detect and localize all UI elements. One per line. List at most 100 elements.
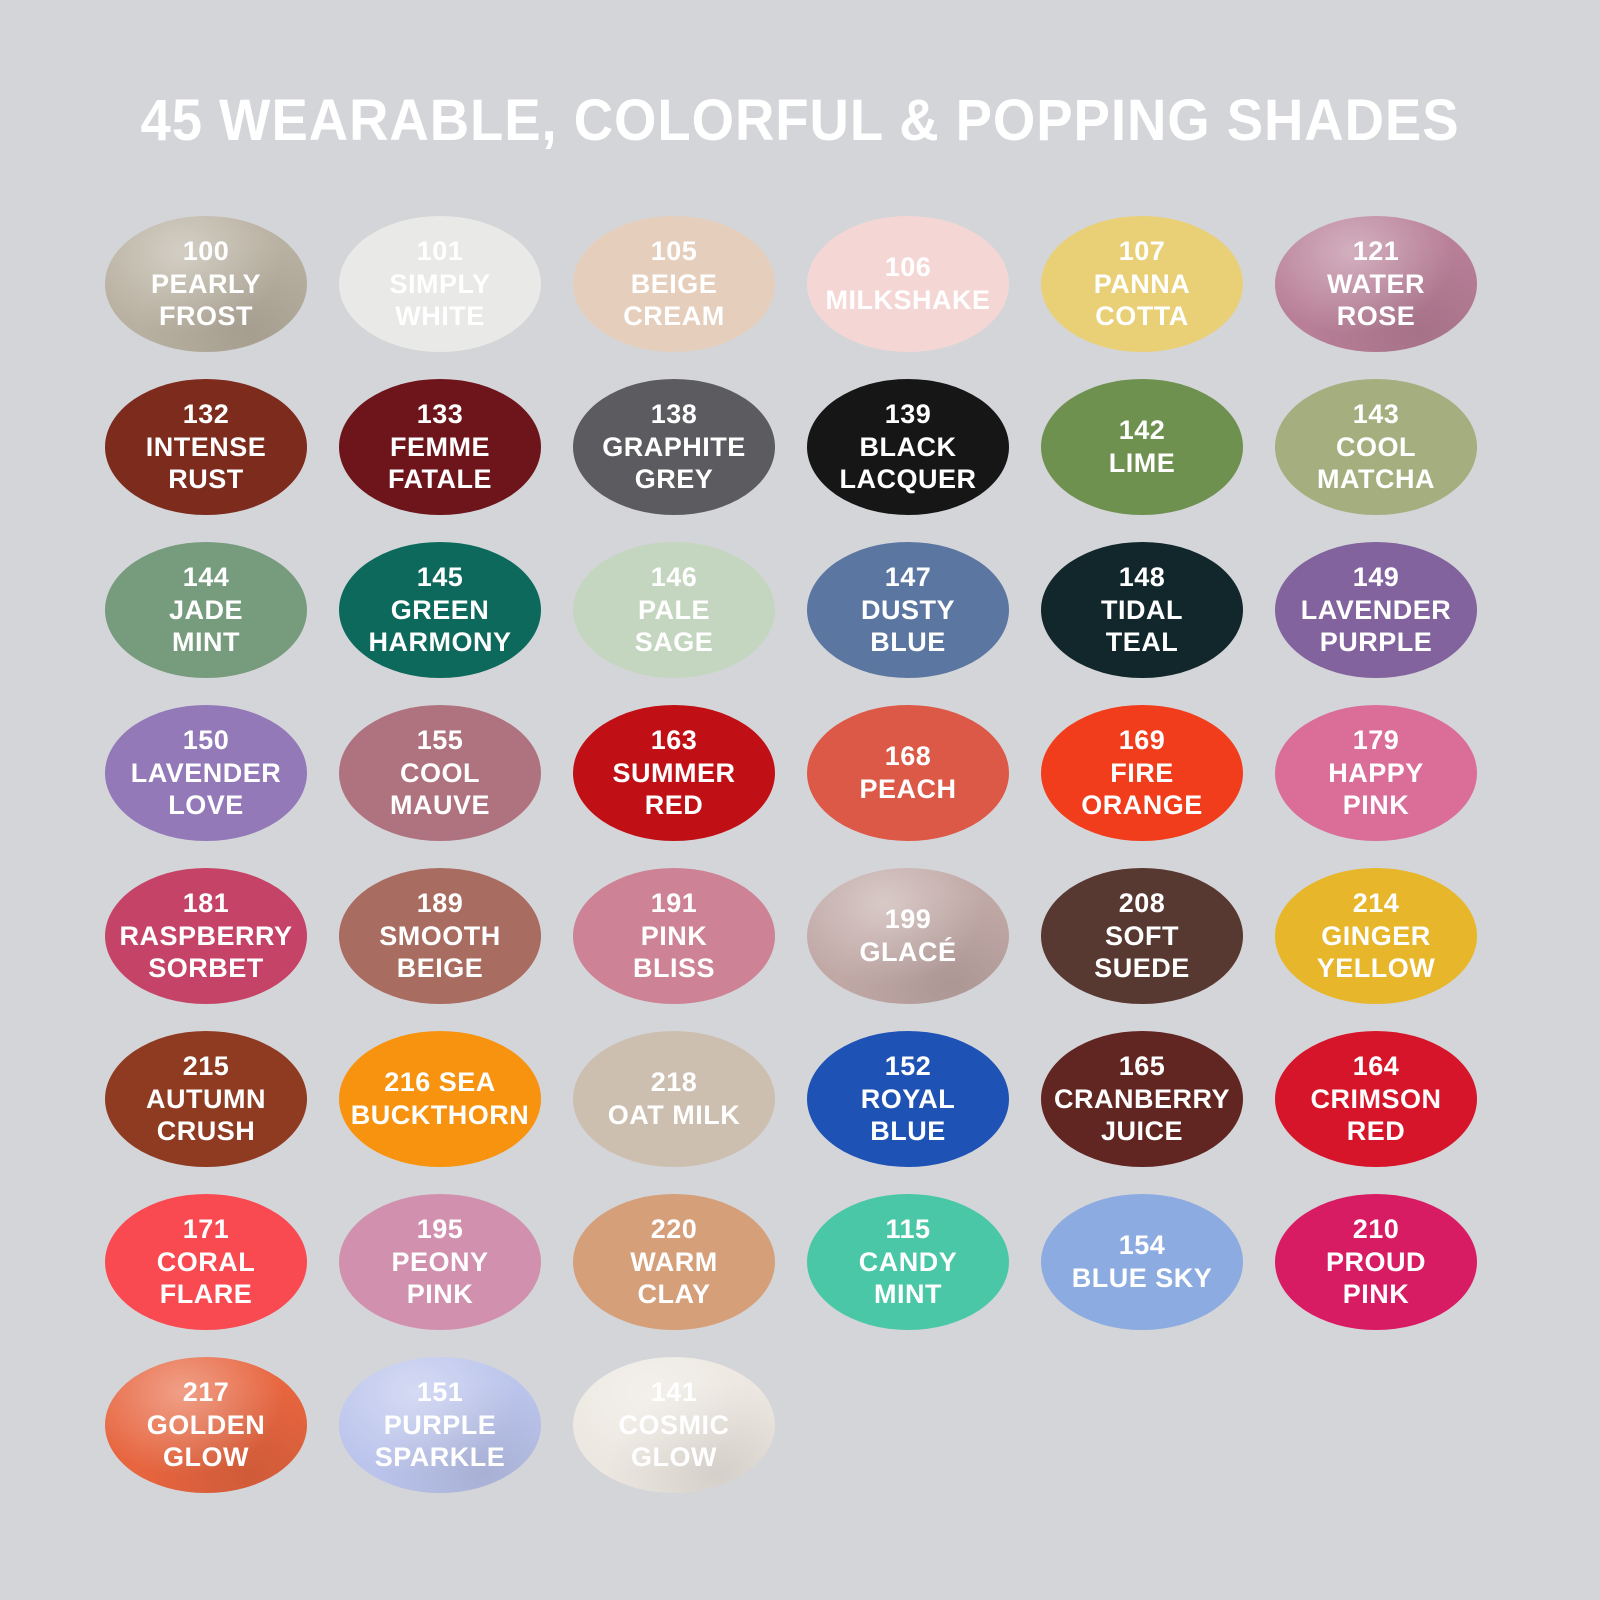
shade-name-line: SPARKLE [374, 1442, 506, 1473]
shade-name-line: RED [1346, 1116, 1406, 1147]
shade-name-line: SIMPLY [389, 268, 491, 299]
shade-swatch-101: 101 SIMPLY WHITE [339, 216, 541, 352]
shade-swatch-171: 171 CORAL FLARE [105, 1194, 307, 1330]
shade-swatch-216: 216 SEA BUCKTHORN [339, 1031, 541, 1167]
shade-name-line: PINK [640, 920, 708, 951]
shade-swatch-214: 214 GINGER YELLOW [1275, 868, 1477, 1004]
shade-number: 181 [182, 887, 230, 918]
shade-name-line: FIRE [1110, 757, 1174, 788]
shade-number: 149 [1352, 561, 1400, 592]
shade-number: 215 [182, 1050, 230, 1081]
shade-number: 148 [1118, 561, 1166, 592]
shade-swatch-220: 220 WARM CLAY [573, 1194, 775, 1330]
shade-name-line: PEONY [391, 1246, 489, 1277]
shade-name-line: PEACH [859, 774, 957, 804]
shade-name-line: PINK [1342, 790, 1410, 821]
shade-name-line: SORBET [148, 953, 264, 984]
shade-name-line: BLISS [632, 953, 715, 984]
shade-swatch-138: 138 GRAPHITE GREY [573, 379, 775, 515]
shade-name-line: MILKSHAKE [825, 285, 991, 315]
shade-name-line: SUEDE [1094, 953, 1190, 984]
shade-number: 195 [416, 1213, 464, 1244]
shade-swatch-165: 165 CRANBERRY JUICE [1041, 1031, 1243, 1167]
shade-name-line: LOVE [168, 790, 244, 821]
shade-name-line: LAVENDER [130, 757, 282, 788]
shade-swatch-163: 163 SUMMER RED [573, 705, 775, 841]
shade-name-line: AUTUMN [146, 1083, 266, 1114]
shade-swatch-142: 142 LIME [1041, 379, 1243, 515]
shade-name-line: TEAL [1105, 627, 1179, 658]
shade-name-line: LACQUER [839, 464, 977, 495]
shade-name-line: COOL [400, 757, 480, 788]
shade-swatch-149: 149 LAVENDER PURPLE [1275, 542, 1477, 678]
shade-swatch-217: 217 GOLDEN GLOW [105, 1357, 307, 1493]
shade-name-line: ROSE [1336, 301, 1416, 332]
shade-name-line: GLOW [631, 1442, 717, 1473]
shade-swatch-106: 106 MILKSHAKE [807, 216, 1009, 352]
shade-name-line: COTTA [1095, 301, 1189, 332]
shade-name-line: JADE [168, 594, 244, 625]
shade-number: 101 [416, 235, 464, 266]
shade-name-line: BEIGE [630, 268, 718, 299]
shade-number: 150 [182, 724, 230, 755]
shade-swatch-181: 181 RASPBERRY SORBET [105, 868, 307, 1004]
shade-swatch-139: 139 BLACK LACQUER [807, 379, 1009, 515]
shade-name-line: BUCKTHORN [350, 1100, 530, 1130]
shade-swatch-168: 168 PEACH [807, 705, 1009, 841]
shade-name-line: OAT MILK [607, 1100, 741, 1130]
shade-number: 133 [416, 398, 464, 429]
shade-number: 164 [1352, 1050, 1400, 1081]
shade-number: 191 [650, 887, 698, 918]
shade-swatch-152: 152 ROYAL BLUE [807, 1031, 1009, 1167]
shade-name-line: BLUE SKY [1071, 1263, 1213, 1293]
shade-number: 152 [884, 1050, 932, 1081]
shade-name-line: BLUE [870, 627, 946, 658]
shade-name-line: WHITE [395, 301, 485, 332]
shade-name-line: PINK [406, 1279, 474, 1310]
shade-number: 218 [650, 1067, 698, 1098]
shade-name-line: DUSTY [860, 594, 955, 625]
shade-name-line: FEMME [390, 431, 490, 462]
shade-name-line: CRUSH [156, 1116, 256, 1147]
shade-name-line: ORANGE [1081, 790, 1203, 821]
shade-name-line: MINT [874, 1279, 942, 1310]
shade-name-line: PANNA [1093, 268, 1191, 299]
shade-name-line: LIME [1108, 448, 1176, 478]
shade-name-line: GLOW [163, 1442, 249, 1473]
shade-number: 141 [650, 1376, 698, 1407]
shade-name-line: HARMONY [368, 627, 512, 658]
shade-number: 216 SEA [384, 1067, 496, 1098]
shade-number: 179 [1352, 724, 1400, 755]
shade-number: 147 [884, 561, 932, 592]
shade-number: 155 [416, 724, 464, 755]
shade-swatch-150: 150 LAVENDER LOVE [105, 705, 307, 841]
shade-name-line: PINK [1342, 1279, 1410, 1310]
shade-swatch-215: 215 AUTUMN CRUSH [105, 1031, 307, 1167]
shade-swatch-107: 107 PANNA COTTA [1041, 216, 1243, 352]
shade-name-line: CANDY [858, 1246, 958, 1277]
shade-number: 100 [182, 235, 230, 266]
shade-number: 106 [884, 252, 932, 283]
shade-name-line: COOL [1336, 431, 1416, 462]
shade-name-line: PROUD [1325, 1246, 1426, 1277]
shade-name-line: SAGE [634, 627, 714, 658]
shade-swatch-121: 121 WATER ROSE [1275, 216, 1477, 352]
shade-number: 105 [650, 235, 698, 266]
shade-swatch-151: 151 PURPLE SPARKLE [339, 1357, 541, 1493]
shade-swatch-141: 141 COSMIC GLOW [573, 1357, 775, 1493]
shade-swatch-144: 144 JADE MINT [105, 542, 307, 678]
shade-name-line: BLACK [859, 431, 957, 462]
shade-name-line: SOFT [1105, 920, 1179, 951]
shade-name-line: RUST [168, 464, 244, 495]
shade-name-line: GREY [634, 464, 714, 495]
shade-number: 144 [182, 561, 230, 592]
shade-name-line: PEARLY [150, 268, 262, 299]
shade-number: 145 [416, 561, 464, 592]
shade-swatch-115: 115 CANDY MINT [807, 1194, 1009, 1330]
shade-name-line: PURPLE [1319, 627, 1433, 658]
shade-name-line: CRANBERRY [1053, 1083, 1230, 1114]
shade-number: 210 [1352, 1213, 1400, 1244]
shade-number: 163 [650, 724, 698, 755]
